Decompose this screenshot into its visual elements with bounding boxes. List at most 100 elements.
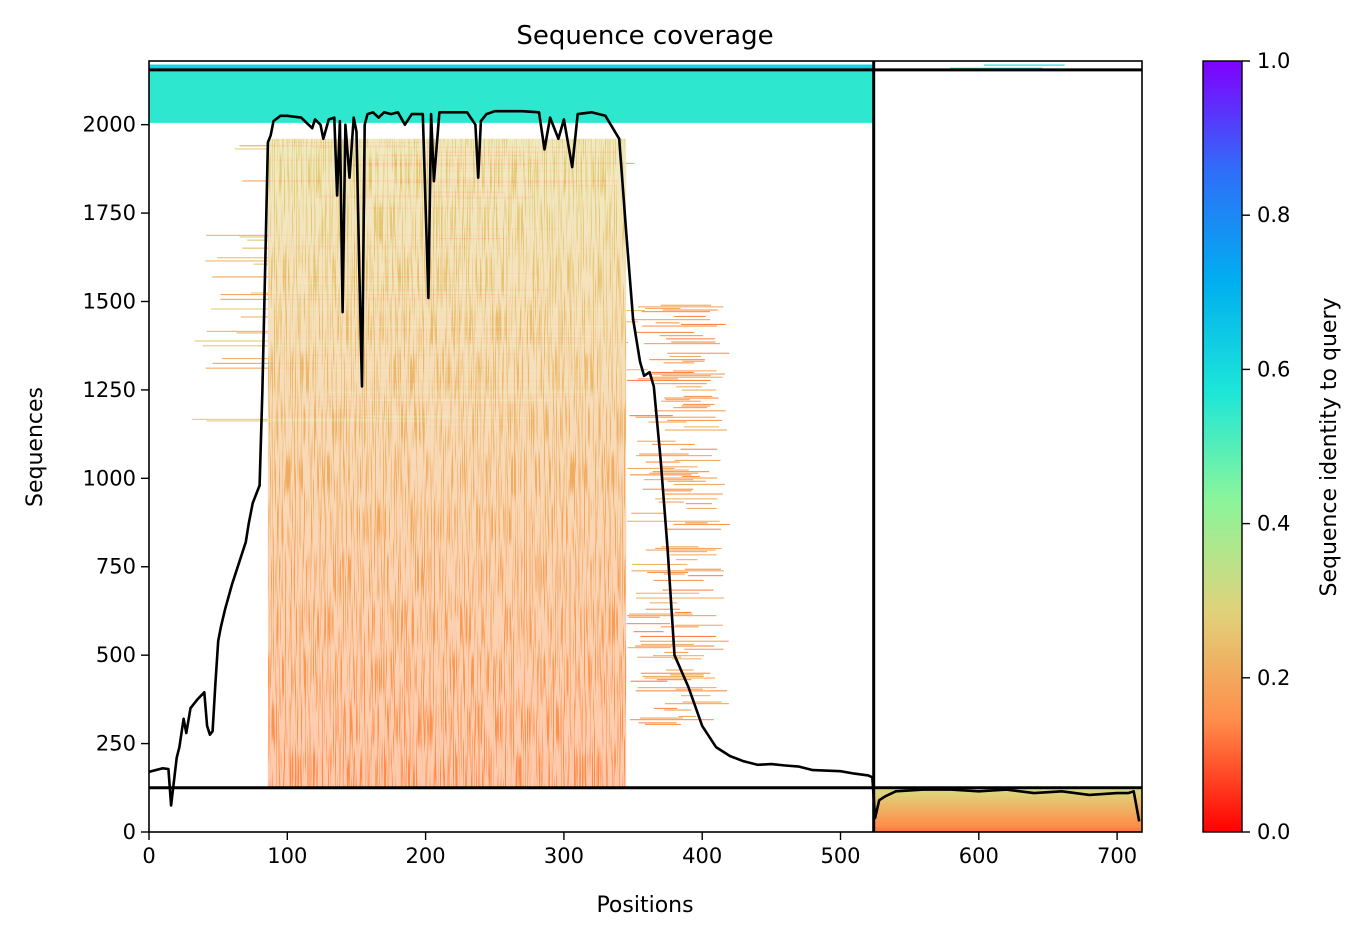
- sparse-hit: [673, 315, 706, 317]
- sparse-hit: [680, 323, 726, 325]
- sparse-hit: [661, 375, 712, 377]
- sparse-hit: [664, 429, 727, 431]
- sparse-hit: [674, 611, 692, 613]
- region-band: [873, 806, 1142, 809]
- sparse-hit: [637, 378, 679, 380]
- region-band: [873, 818, 1142, 820]
- sparse-hit: [662, 466, 698, 468]
- region-band: [873, 816, 1142, 818]
- sparse-hit: [682, 403, 715, 405]
- sparse-hit: [628, 616, 660, 618]
- sparse-hit: [640, 643, 694, 645]
- sparse-hit: [676, 386, 702, 388]
- sparse-hit: [635, 416, 716, 418]
- x-tick-label: 600: [959, 844, 999, 868]
- sparse-hit: [639, 453, 689, 455]
- region-band: [873, 815, 1142, 817]
- x-tick-label: 500: [820, 844, 860, 868]
- region-band: [873, 810, 1142, 813]
- region-band: [873, 821, 1142, 824]
- sparse-hit: [682, 360, 705, 362]
- sparse-hit: [653, 655, 705, 657]
- sparse-hit: [630, 680, 668, 682]
- sparse-hit: [673, 483, 725, 485]
- sparse-hit: [683, 395, 713, 397]
- region-band: [873, 796, 1142, 799]
- sparse-hit: [640, 717, 683, 719]
- colorbar-tick-label: 0.2: [1257, 666, 1290, 690]
- sparse-hit: [663, 573, 685, 575]
- colorbar-ticks: 0.0 0.2 0.4 0.6 0.8 1.0: [1242, 49, 1290, 844]
- x-tick-label: 300: [544, 844, 584, 868]
- sparse-hit: [670, 674, 704, 676]
- sparse-hit: [661, 546, 699, 548]
- colorbar-tick-label: 0.6: [1257, 357, 1290, 381]
- y-tick-label: 2000: [83, 113, 136, 137]
- sparse-hit: [643, 343, 721, 345]
- sparse-hit: [649, 472, 699, 474]
- region-band: [873, 823, 1142, 826]
- x-axis-label: Positions: [596, 893, 693, 918]
- sparse-hit: [667, 480, 706, 482]
- sparse-hit: [661, 477, 718, 479]
- sparse-hit: [671, 341, 716, 343]
- region-band: [873, 811, 1142, 814]
- sparse-hit: [681, 695, 711, 697]
- sparse-hit: [665, 493, 723, 495]
- region-band: [873, 802, 1142, 804]
- colorbar-label: Sequence identity to query: [1317, 297, 1342, 596]
- sparse-hit: [655, 383, 707, 385]
- sparse-hit: [653, 579, 704, 581]
- sparse-hit: [650, 373, 725, 375]
- sparse-hit: [684, 648, 724, 650]
- sparse-hit: [680, 448, 718, 450]
- region-band: [873, 822, 1142, 825]
- sparse-hit: [661, 469, 689, 471]
- sparse-hit: [636, 455, 712, 457]
- region-band: [873, 791, 1142, 794]
- gap-speckles: [267, 138, 627, 788]
- sparse-hit: [672, 658, 702, 660]
- sparse-hit: [647, 571, 689, 573]
- plot-frame: [148, 60, 1143, 833]
- chart-title: Sequence coverage: [516, 21, 773, 51]
- sparse-hit: [681, 389, 717, 391]
- sparse-hit: [642, 488, 694, 490]
- sparse-hit: [664, 397, 719, 399]
- region-band: [873, 813, 1142, 816]
- y-tick-label: 250: [96, 732, 136, 756]
- region-band: [873, 793, 1142, 796]
- colorbar-tick-label: 1.0: [1257, 49, 1290, 73]
- y-tick-label: 500: [96, 643, 136, 667]
- plot-area: [148, 60, 1143, 833]
- sparse-hit: [631, 570, 724, 572]
- region-band: [873, 794, 1142, 797]
- y-axis-ticks: 0 250 500 750 1000 1250 1500 1750 2000: [83, 113, 149, 844]
- sparse-hit: [661, 490, 692, 492]
- region-band: [873, 826, 1142, 829]
- sparse-hit: [652, 471, 710, 473]
- region-band: [873, 804, 1142, 807]
- speckle-overlay: [267, 138, 627, 788]
- sparse-hit: [653, 707, 678, 709]
- sparse-hit: [673, 370, 717, 372]
- region-band: [873, 828, 1142, 831]
- sparse-hit: [649, 359, 705, 361]
- region-band: [873, 792, 1142, 795]
- sparse-hit: [670, 554, 717, 556]
- sparse-hit: [626, 623, 670, 625]
- sparse-hit: [662, 309, 718, 311]
- sparse-hit: [642, 675, 704, 677]
- sparse-hit: [665, 399, 690, 401]
- region-band: [873, 801, 1142, 803]
- sparse-hit: [683, 426, 720, 428]
- sparse-hit: [652, 443, 695, 445]
- sparse-hit: [631, 512, 664, 514]
- sparse-hit: [637, 687, 717, 689]
- region-band: [873, 798, 1142, 800]
- sparse-hit: [665, 338, 715, 340]
- sparse-hit: [675, 559, 698, 561]
- sparse-hit: [638, 306, 724, 308]
- y-tick-label: 1750: [83, 201, 136, 225]
- segment-boundaries: [149, 61, 1142, 832]
